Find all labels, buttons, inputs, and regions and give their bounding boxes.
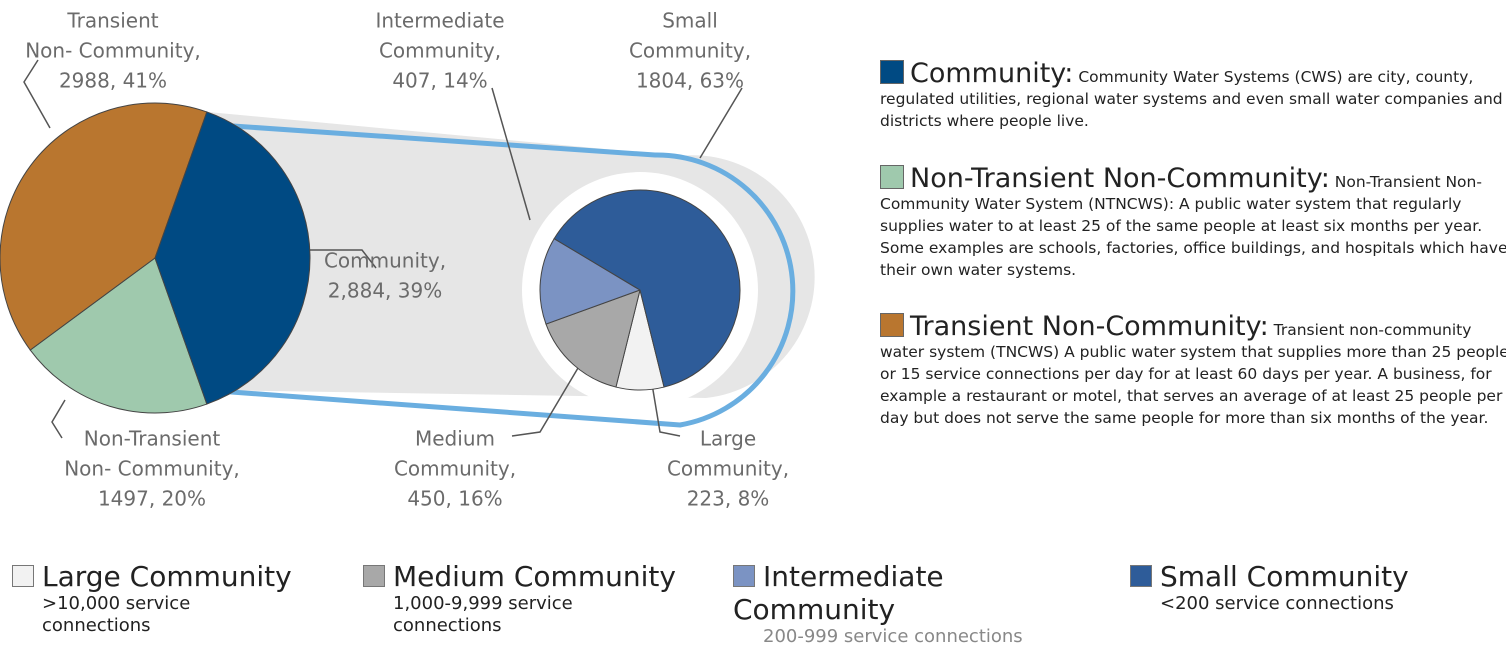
legend-name: Large Community [42, 560, 292, 593]
legend-head: Medium Community [363, 560, 723, 593]
legend-swatch [880, 313, 904, 337]
data-label: Community, [379, 39, 501, 63]
pie-slice [553, 189, 741, 388]
legend-head: Intermediate Community [733, 560, 1093, 626]
legend-head: Small Community [1130, 560, 1490, 593]
pie-slice [0, 102, 208, 351]
pie-slice [539, 237, 642, 325]
data-label: 223, 8% [687, 487, 770, 511]
data-label: 1497, 20% [98, 487, 206, 511]
legend-name: Intermediate Community [733, 560, 944, 626]
legend-item: Community: Community Water Systems (CWS)… [850, 60, 1506, 132]
legend-description: 200-999 service connections [763, 626, 1023, 647]
legend-description: Community Water Systems (CWS) are city, … [880, 68, 1503, 130]
legend-swatch [1130, 565, 1152, 587]
legend-swatch [733, 565, 755, 587]
legend-item: Non-Transient Non-Community: Non-Transie… [850, 165, 1506, 281]
legend-swatch [363, 565, 385, 587]
legend-swatch [880, 165, 904, 189]
legend-name: Community: [910, 58, 1074, 89]
data-label: Non- Community, [25, 39, 201, 63]
data-label: Community, [394, 457, 516, 481]
data-label: Transient [66, 9, 158, 33]
data-label: Small [662, 9, 718, 33]
data-label: Medium [415, 427, 495, 451]
data-label: Intermediate [375, 9, 504, 33]
data-label: 407, 14% [392, 69, 487, 93]
legend-head: Community: Community Water Systems (CWS)… [880, 60, 1506, 132]
legend-description: Transient non-community water system (TN… [880, 321, 1506, 427]
leader-lines [23, 59, 743, 439]
secondary-legend-item: Intermediate Community 200-999 service co… [733, 560, 1093, 648]
secondary-legend-item: Medium Community 1,000-9,999 service conn… [363, 560, 723, 637]
legend-item: Transient Non-Community: Transient non-c… [850, 313, 1506, 429]
legend-name: Transient Non-Community: [910, 311, 1269, 342]
legend-name: Non-Transient Non-Community: [910, 163, 1330, 194]
data-label: 2988, 41% [59, 69, 167, 93]
data-label: Large [700, 427, 756, 451]
pie-slice [29, 257, 208, 414]
legend-swatch [880, 60, 904, 84]
data-label: Non-Transient [84, 427, 221, 451]
legend-description: 1,000-9,999 service connections [393, 593, 573, 636]
connector-outline [203, 121, 796, 428]
legend-swatch [12, 565, 34, 587]
data-label: 2,884, 39% [328, 279, 442, 303]
legend-head: Transient Non-Community: Transient non-c… [880, 313, 1506, 429]
legend-name: Medium Community [393, 560, 676, 593]
data-label: Non- Community, [64, 457, 240, 481]
legend-description: Non-Transient Non-Community Water System… [880, 173, 1506, 279]
pie-slice [545, 289, 641, 388]
data-label: Community, [667, 457, 789, 481]
data-label: 450, 16% [407, 487, 502, 511]
data-label: Community, [629, 39, 751, 63]
legend-description: >10,000 service connections [42, 593, 191, 636]
secondary-legend-item: Small Community <200 service connections [1130, 560, 1490, 615]
legend-name: Small Community [1160, 560, 1409, 593]
legend-head: Large Community [12, 560, 372, 593]
legend-description: <200 service connections [1160, 593, 1394, 614]
data-label: Community, [324, 249, 446, 273]
secondary-legend-item: Large Community >10,000 service connectio… [12, 560, 372, 637]
data-label: 1804, 63% [636, 69, 744, 93]
legend-head: Non-Transient Non-Community: Non-Transie… [880, 165, 1506, 281]
pie-slice [154, 111, 311, 405]
